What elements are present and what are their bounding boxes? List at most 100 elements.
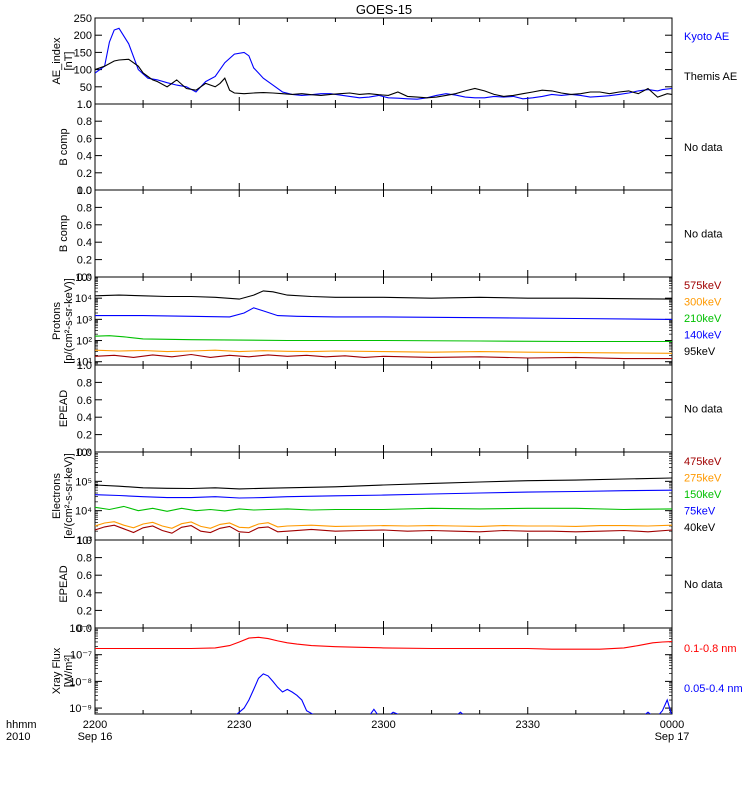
panel-ylabel: AE_index bbox=[51, 37, 63, 85]
series-line-themis-ae bbox=[95, 58, 672, 99]
panel-ylabel: Protons bbox=[51, 302, 63, 340]
panel-epead1: 0.0 0.2 0.4 0.6 0.8 1.0 EPEAD No data bbox=[58, 360, 723, 459]
panel-frame bbox=[94, 103, 673, 191]
panel-ylabel: B comp bbox=[58, 215, 70, 252]
no-data-note: No data bbox=[684, 404, 723, 416]
panel-ylabel: [e/(cm²-s-sr-keV)] bbox=[63, 453, 75, 539]
y-tick-label: 1.0 bbox=[77, 185, 92, 197]
panel-ylabel: EPEAD bbox=[58, 390, 70, 427]
legend-entry: 275keV bbox=[684, 473, 722, 485]
panel-ylabel: [W/m²] bbox=[63, 655, 75, 687]
y-tick-label: 0.8 bbox=[77, 377, 92, 389]
legend-entry: 40keV bbox=[684, 522, 716, 534]
panel-ylabel: [p/(cm²-s-sr-keV)] bbox=[63, 278, 75, 364]
y-tick-label: 10¹ bbox=[76, 357, 92, 369]
panel-ylabel: EPEAD bbox=[58, 565, 70, 602]
y-tick-label: 150 bbox=[74, 47, 92, 59]
y-tick-label: 0.0 bbox=[77, 623, 92, 635]
panel-electrons: 10³ 10⁴ 10⁵ 10⁶ Electrons [e/(cm²-s-sr-keV)] 4… bbox=[51, 447, 722, 547]
x-date-label: Sep 16 bbox=[78, 731, 113, 743]
y-tick-label: 0.6 bbox=[77, 133, 92, 145]
y-tick-label: 0.0 bbox=[77, 272, 92, 284]
y-tick-label: 0.4 bbox=[77, 412, 92, 424]
no-data-note: No data bbox=[684, 579, 723, 591]
y-tick-label: 0.4 bbox=[77, 237, 92, 249]
series-line-0-05-0-4-nm bbox=[236, 673, 672, 714]
series-line-275kev bbox=[95, 521, 672, 529]
x-tick-label: 2230 bbox=[227, 719, 251, 731]
series-line-95kev bbox=[95, 290, 672, 300]
panel-frame bbox=[94, 364, 673, 453]
legend-entry: 75keV bbox=[684, 506, 716, 518]
y-tick-label: 1.0 bbox=[77, 99, 92, 111]
y-tick-label: 10⁻⁶ bbox=[69, 623, 92, 635]
y-tick-label: 10⁶ bbox=[75, 447, 92, 459]
series-line-475kev bbox=[95, 524, 672, 534]
panel-frame bbox=[94, 627, 673, 715]
y-tick-label: 0.6 bbox=[77, 220, 92, 232]
y-tick-label: 10³ bbox=[76, 314, 92, 326]
y-tick-label: 0.0 bbox=[77, 447, 92, 459]
y-tick-label: 10⁵ bbox=[75, 272, 92, 284]
y-tick-label: 0.2 bbox=[77, 605, 92, 617]
series-line-75kev bbox=[95, 489, 672, 499]
y-tick-label: 0.2 bbox=[77, 168, 92, 180]
x-date-label: Sep 17 bbox=[655, 731, 690, 743]
y-tick-label: 10⁵ bbox=[75, 476, 92, 488]
x-axis-label: 2010 bbox=[6, 731, 30, 743]
y-tick-label: 0.6 bbox=[77, 570, 92, 582]
panel-frame bbox=[94, 17, 673, 105]
y-tick-label: 0.8 bbox=[77, 202, 92, 214]
y-tick-label: 0 bbox=[86, 99, 92, 111]
panel-xray: 10⁻⁹ 10⁻⁸ 10⁻⁷ 10⁻⁶ Xray Flux [W/m²] 0.1-0.8 n… bbox=[51, 623, 743, 715]
panel-ylabel: Xray Flux bbox=[51, 647, 63, 694]
y-tick-label: 0.2 bbox=[77, 430, 92, 442]
legend-entry: 575keV bbox=[684, 280, 722, 292]
y-tick-label: 100 bbox=[74, 65, 92, 77]
panel-ylabel: Electrons bbox=[51, 473, 63, 519]
legend-entry: 0.1-0.8 nm bbox=[684, 643, 737, 655]
y-tick-label: 10⁻⁹ bbox=[69, 703, 92, 715]
y-tick-label: 10⁻⁷ bbox=[70, 650, 92, 662]
y-tick-label: 1.0 bbox=[77, 360, 92, 372]
y-tick-label: 0.0 bbox=[77, 185, 92, 197]
series-line-300kev bbox=[95, 349, 672, 354]
series-line-575kev bbox=[95, 353, 672, 360]
panel-protons: 10¹ 10² 10³ 10⁴ 10⁵ Protons [p/(cm²-s-sr-keV)]… bbox=[51, 272, 722, 369]
no-data-note: No data bbox=[684, 229, 723, 241]
legend-entry: 210keV bbox=[684, 313, 722, 325]
chart-title: GOES-15 bbox=[356, 2, 412, 17]
y-tick-label: 250 bbox=[74, 13, 92, 25]
series-line-0-1-0-8-nm bbox=[95, 636, 672, 650]
y-tick-label: 10⁴ bbox=[75, 293, 92, 305]
panels-group: 0 50 100 150 200 250 AE_index [nT] Kyoto AE Themi… bbox=[51, 13, 743, 715]
y-tick-label: 10⁴ bbox=[75, 506, 92, 518]
no-data-note: No data bbox=[684, 142, 723, 154]
series-line-140kev bbox=[95, 307, 672, 320]
y-tick-label: 10⁻⁸ bbox=[69, 676, 92, 688]
legend-entry: 150keV bbox=[684, 489, 722, 501]
legend-entry: Kyoto AE bbox=[684, 31, 729, 43]
y-tick-label: 0.2 bbox=[77, 255, 92, 267]
y-tick-label: 1.0 bbox=[77, 535, 92, 547]
panel-frame bbox=[94, 539, 673, 629]
panel-bcomp1: 0.0 0.2 0.4 0.6 0.8 1.0 B comp No data bbox=[58, 99, 723, 197]
legend-entry: 300keV bbox=[684, 297, 722, 309]
panel-epead2: 0.0 0.2 0.4 0.6 0.8 1.0 EPEAD No data bbox=[58, 535, 723, 635]
x-tick-label: 2330 bbox=[516, 719, 540, 731]
y-tick-label: 0.4 bbox=[77, 151, 92, 163]
x-tick-label: 2200 bbox=[83, 719, 107, 731]
x-tick-label: 0000 bbox=[660, 719, 684, 731]
series-line-40kev bbox=[95, 477, 672, 490]
panel-bcomp2: 0.0 0.2 0.4 0.6 0.8 1.0 B comp No data bbox=[58, 185, 723, 284]
series-line-150kev bbox=[95, 505, 672, 512]
y-tick-label: 0.8 bbox=[77, 553, 92, 565]
y-tick-label: 200 bbox=[74, 30, 92, 42]
legend-entry: 95keV bbox=[684, 346, 716, 358]
legend-entry: 140keV bbox=[684, 330, 722, 342]
legend-entry: Themis AE bbox=[684, 71, 737, 83]
x-axis-label: hhmm bbox=[6, 719, 37, 731]
legend-entry: 475keV bbox=[684, 456, 722, 468]
